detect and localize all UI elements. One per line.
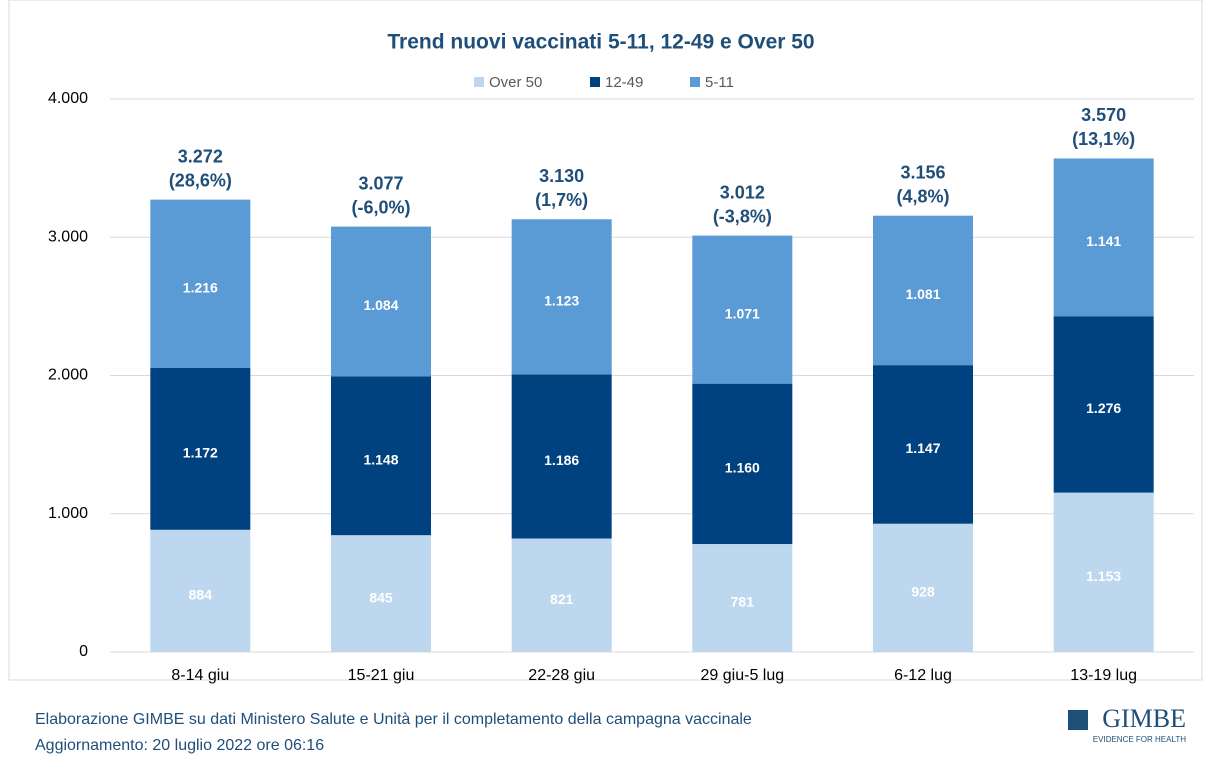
total-label: 3.272 [178,146,223,166]
data-label: 1.141 [1086,233,1121,249]
bar-segment [331,535,431,652]
data-label: 1.081 [905,286,940,302]
change-label: (-3,8%) [713,206,772,226]
legend-swatch [690,77,700,87]
total-label: 3.130 [539,166,584,186]
bar-segment [1053,316,1154,493]
bar-segment [692,544,793,652]
data-label: 1.148 [363,452,398,468]
data-label: 781 [731,594,755,610]
legend-swatch [474,77,484,87]
data-label: 1.276 [1086,400,1121,416]
x-tick-label: 15-21 giu [348,667,415,684]
total-label: 3.156 [900,162,945,182]
bar-segment [1053,492,1154,652]
change-label: (-6,0%) [351,197,410,217]
total-label: 3.012 [720,182,765,202]
total-label: 3.077 [358,173,403,193]
y-tick-label: 0 [79,643,88,660]
chart-frame [8,0,1203,681]
bar-segment [692,235,793,384]
x-tick-label: 29 giu-5 lug [701,667,785,684]
data-label: 845 [369,589,393,605]
footer-text: Aggiornamento: 20 luglio 2022 ore 06:16 [35,737,324,754]
x-tick-label: 8-14 giu [171,667,229,684]
bar-segment [873,365,973,524]
data-label: 1.160 [725,460,760,476]
data-label: 1.123 [544,293,579,309]
bar-segment [150,199,251,368]
legend-label: 5-11 [705,74,734,91]
change-label: (28,6%) [169,170,232,190]
bar-segment [331,226,431,377]
bar-segment [692,383,793,545]
data-label: 1.216 [183,279,218,295]
logo-icon [1068,710,1088,730]
bar-segment [873,523,973,652]
data-label: 821 [550,591,574,607]
bar-segment [150,367,251,530]
change-label: (1,7%) [535,190,588,210]
bar-segment [873,215,973,366]
y-tick-label: 2.000 [48,367,88,384]
legend-label: Over 50 [489,74,542,91]
bar-segment [150,529,251,652]
bar-segment [511,374,612,539]
total-label: 3.570 [1081,105,1126,125]
legend-swatch [590,77,600,87]
data-label: 1.147 [905,440,940,456]
footer-text: Elaborazione GIMBE su dati Ministero Sal… [35,711,752,728]
chart-title: Trend nuovi vaccinati 5-11, 12-49 e Over… [387,31,814,54]
bar-segment [511,219,612,375]
y-tick-label: 4.000 [48,90,88,107]
bar-segment [331,376,431,536]
logo: GIMBE [1102,704,1186,733]
x-tick-label: 22-28 giu [528,667,595,684]
legend-label: 12-49 [605,74,643,91]
data-label: 1.071 [725,305,760,321]
data-label: 1.186 [544,452,579,468]
change-label: (13,1%) [1072,129,1135,149]
bar-segment [511,538,612,652]
logo-tagline: EVIDENCE FOR HEALTH [1093,735,1186,744]
data-label: 1.153 [1086,568,1121,584]
data-label: 1.084 [363,297,398,313]
y-tick-label: 3.000 [48,228,88,245]
x-tick-label: 6-12 lug [894,667,952,684]
data-label: 884 [189,587,213,603]
data-label: 1.172 [183,444,218,460]
data-label: 928 [911,584,935,600]
y-tick-label: 1.000 [48,505,88,522]
change-label: (4,8%) [896,186,949,206]
x-tick-label: 13-19 lug [1070,667,1137,684]
bar-segment [1053,158,1154,317]
